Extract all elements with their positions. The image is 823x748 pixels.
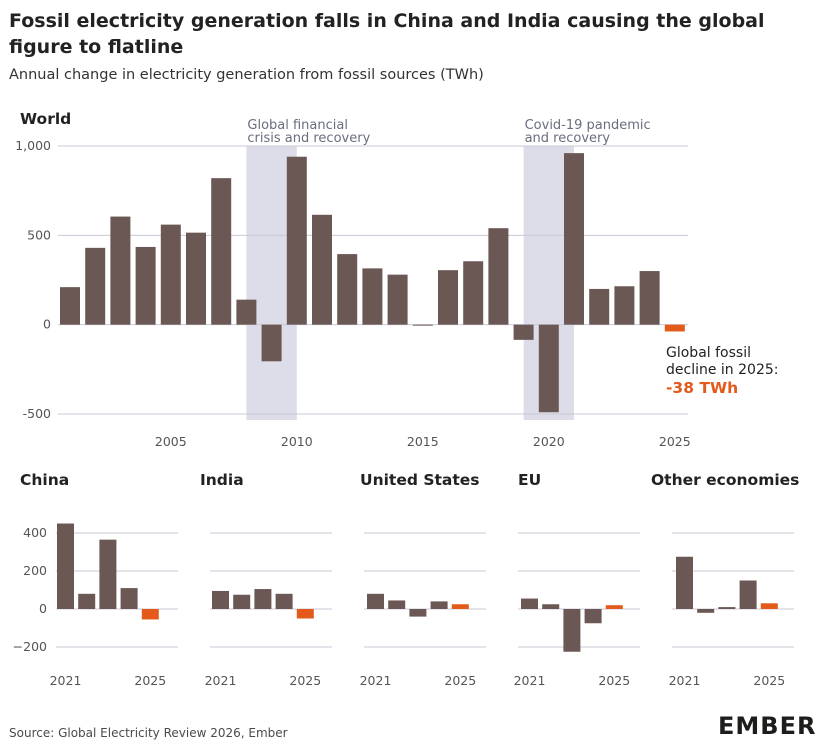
world-ytick-label: -500 [23, 406, 51, 421]
world-bar-2001 [60, 287, 80, 325]
other-economies-panel-title: Other economies [651, 471, 799, 489]
world-bar-2006 [186, 232, 206, 325]
india-bar-2021 [212, 590, 229, 609]
small-ytick-label: 200 [23, 563, 47, 578]
india-xtick-label: 2025 [289, 673, 321, 688]
world-bar-2013 [362, 268, 383, 325]
china-bar-2022 [78, 593, 96, 609]
india-bar-2024 [275, 593, 293, 609]
china-panel-title: China [20, 471, 69, 489]
chart-subtitle: Annual change in electricity generation … [9, 67, 484, 83]
united-states-bar-2022 [388, 600, 406, 609]
world-bar-2022 [589, 288, 610, 325]
united-states-bar-2024 [430, 601, 448, 609]
india-panel-title: India [200, 471, 244, 489]
world-bar-2012 [337, 254, 358, 325]
china-bar-2023 [99, 539, 117, 609]
logo-text: EMBER [718, 712, 817, 740]
world-bar-2020 [538, 324, 559, 413]
united-states-bar-2025 [451, 604, 469, 609]
other-economies-bar-2022 [697, 609, 715, 613]
world-bar-2007 [211, 178, 232, 325]
world-xtick-label: 2015 [407, 434, 439, 449]
world-bar-2004 [135, 246, 156, 325]
eu-bar-2025 [605, 605, 623, 609]
eu-xtick-label: 2025 [598, 673, 630, 688]
other-economies-xtick-label: 2021 [669, 673, 701, 688]
world-ytick-label: 500 [27, 227, 51, 242]
other-economies-bar-2025 [760, 603, 778, 609]
other-economies-bar-2024 [739, 580, 757, 609]
world-bar-2005 [160, 224, 181, 325]
eu-bar-2023 [563, 609, 581, 652]
source-note: Source: Global Electricity Review 2026, … [9, 726, 288, 740]
shaded-period-label-2: Covid-19 pandemic [525, 118, 651, 133]
india-bar-2025 [296, 609, 314, 619]
callout-line-2: decline in 2025: [666, 362, 778, 378]
world-bar-2018 [488, 228, 509, 325]
world-panel-title: World [20, 110, 71, 128]
shaded-period-label-2-line2: and recovery [525, 131, 611, 146]
china-bar-2024 [120, 588, 138, 609]
world-xtick-label: 2020 [533, 434, 565, 449]
small-ytick-label: 0 [39, 601, 47, 616]
world-bar-2003 [110, 216, 131, 325]
world-bar-2015 [412, 324, 433, 326]
other-economies-bar-2023 [718, 607, 736, 609]
united-states-bar-2023 [409, 609, 427, 617]
world-bar-2002 [85, 247, 106, 325]
world-xtick-label: 2010 [281, 434, 313, 449]
other-economies-xtick-label: 2025 [753, 673, 785, 688]
other-economies-bar-2021 [676, 556, 693, 609]
world-bar-2010 [286, 156, 307, 325]
united-states-xtick-label: 2025 [444, 673, 476, 688]
world-bar-2017 [463, 261, 484, 325]
world-bar-2024 [639, 271, 660, 325]
eu-bar-2022 [542, 604, 560, 609]
shaded-period-label-1: Global financial [247, 118, 348, 133]
united-states-bar-2021 [367, 593, 384, 609]
world-ytick-label: 1,000 [15, 138, 51, 153]
united-states-xtick-label: 2021 [360, 673, 392, 688]
india-bar-2022 [233, 594, 251, 609]
world-xtick-label: 2005 [155, 434, 187, 449]
world-bar-2009 [261, 324, 282, 362]
world-bar-2025 [664, 324, 685, 332]
world-bar-2014 [387, 274, 408, 325]
small-ytick-label: 400 [23, 525, 47, 540]
world-bar-2019 [513, 324, 534, 340]
china-bar-2021 [57, 523, 74, 609]
china-xtick-label: 2021 [50, 673, 82, 688]
world-bar-2021 [564, 153, 584, 325]
united-states-panel-title: United States [360, 471, 480, 489]
callout-value: -38 TWh [666, 379, 738, 397]
world-bar-2008 [236, 299, 257, 325]
shaded-period-label-1-line2: crisis and recovery [247, 131, 370, 146]
eu-xtick-label: 2021 [514, 673, 546, 688]
ember-logo: EMBER [718, 712, 816, 740]
world-bar-2016 [438, 270, 458, 325]
chart-title: Fossil electricity generation falls in C… [9, 10, 765, 58]
india-bar-2023 [254, 589, 272, 609]
world-bar-2023 [614, 286, 635, 325]
eu-bar-2021 [521, 598, 538, 609]
china-bar-2025 [141, 609, 159, 620]
india-xtick-label: 2021 [205, 673, 237, 688]
world-ytick-label: 0 [43, 317, 51, 332]
world-xtick-label: 2025 [659, 434, 691, 449]
china-xtick-label: 2025 [134, 673, 166, 688]
world-bar-2011 [312, 214, 332, 325]
eu-bar-2024 [584, 609, 602, 624]
small-ytick-label: −200 [13, 639, 47, 654]
eu-panel-title: EU [518, 471, 541, 489]
callout-line-1: Global fossil [666, 345, 751, 361]
